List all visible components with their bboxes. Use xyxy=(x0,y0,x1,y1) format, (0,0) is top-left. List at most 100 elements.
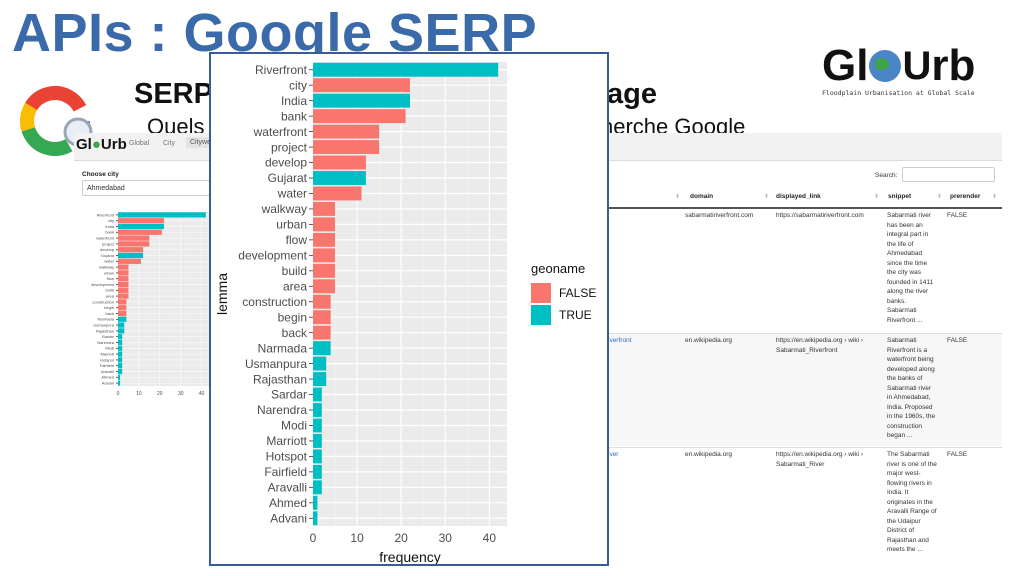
choose-city-label: Choose city xyxy=(82,171,119,178)
x-tick-label: 40 xyxy=(483,531,497,545)
y-tick-label: Usmanpura xyxy=(93,323,114,328)
y-tick-label: flow xyxy=(107,276,114,281)
column-domain[interactable]: domain xyxy=(690,193,714,200)
tab-cityweb[interactable]: Citywe xyxy=(186,137,216,148)
app-logo-right: rb xyxy=(111,136,127,153)
cell-link[interactable]: iverfront xyxy=(608,337,632,344)
bar-waterfront xyxy=(118,235,150,241)
bar-india xyxy=(313,93,410,108)
y-tick-label: back xyxy=(282,326,308,340)
y-tick-label: Rajasthan xyxy=(96,328,114,333)
bar-riverfront xyxy=(313,62,499,77)
mini-bar-chart: 0 10 20 30 40 RiverfrontcityIndiabankwaterfro… xyxy=(91,212,210,397)
bar-area xyxy=(118,293,129,299)
y-tick-label: construction xyxy=(242,295,307,309)
bar-gujarat xyxy=(118,252,144,259)
sort-icon[interactable]: ⬍ xyxy=(675,194,681,200)
y-tick-label: construction xyxy=(92,299,114,304)
cell-link[interactable]: iver xyxy=(608,451,619,458)
sort-icon[interactable]: ⬍ xyxy=(937,194,943,200)
glourb-logo: Gl U rb Floodplain Urbanisation at Globa… xyxy=(822,44,992,98)
y-tick-label: project xyxy=(102,241,115,246)
x-tick-label: 30 xyxy=(439,531,453,545)
legend-title: geoname xyxy=(531,261,585,276)
bar-narmada xyxy=(118,316,127,322)
bar-rajasthan xyxy=(313,372,327,387)
y-tick-label: begin xyxy=(104,305,114,310)
column-prerender[interactable]: prerender xyxy=(950,193,981,200)
bar-urban xyxy=(118,270,129,276)
sort-icon[interactable]: ⬍ xyxy=(874,194,880,200)
bar-sardar xyxy=(313,387,322,402)
bar-construction xyxy=(313,294,331,309)
column-snippet[interactable]: snippet xyxy=(888,193,912,200)
google-logo-icon xyxy=(20,86,93,156)
bar-develop xyxy=(313,155,366,170)
subtitle-right: age xyxy=(607,78,657,110)
bar-back xyxy=(118,310,127,317)
table-row: sabarmatiriverfront.com https://sabarmat… xyxy=(604,209,1002,331)
y-tick-label: development xyxy=(91,282,115,287)
y-tick-label: water xyxy=(104,259,114,264)
y-tick-label: flow xyxy=(286,233,308,247)
table-row: iver en.wikipedia.org https://en.wikiped… xyxy=(604,447,1002,560)
y-tick-label: walkway xyxy=(261,202,307,216)
y-tick-label: Modi xyxy=(281,419,307,433)
bar-bank xyxy=(118,229,162,235)
x-tick-label: 20 xyxy=(157,391,163,397)
sort-icon[interactable]: ⬍ xyxy=(764,194,770,200)
bar-advani xyxy=(118,380,121,386)
search-input[interactable] xyxy=(902,167,995,182)
y-tick-label: Hotspot xyxy=(266,450,308,464)
legend-swatch-true xyxy=(531,305,551,325)
y-tick-label: begin xyxy=(278,310,307,324)
table-row: iverfront en.wikipedia.org https://en.wi… xyxy=(604,333,1002,446)
search-label: Search: xyxy=(875,172,898,179)
y-tick-label: area xyxy=(283,279,307,293)
bar-bank xyxy=(313,109,406,124)
sort-icon[interactable]: ⬍ xyxy=(992,194,998,200)
bar-marriott xyxy=(118,351,123,357)
legend-label-false: FALSE xyxy=(559,286,596,300)
y-tick-label: Marriott xyxy=(100,352,114,357)
y-tick-label: Marriott xyxy=(266,434,307,448)
x-axis-label: frequency xyxy=(379,549,440,564)
y-tick-label: Gujarat xyxy=(268,171,308,185)
tab-global[interactable]: Global xyxy=(129,140,150,147)
cell-domain: sabarmatiriverfront.com xyxy=(685,212,754,219)
bar-aravalli xyxy=(313,480,322,495)
y-tick-label: city xyxy=(289,78,307,92)
y-tick-label: Ahmed xyxy=(101,375,114,380)
globe-icon: ● xyxy=(91,136,101,153)
tab-city[interactable]: City xyxy=(163,140,176,147)
bar-waterfront xyxy=(313,124,380,139)
bar-sardar xyxy=(118,334,123,340)
table-header: ⬍ domain ⬍ displayed_link ⬍ snippet ⬍ pr… xyxy=(604,189,1002,209)
y-tick-label: Sardar xyxy=(102,334,115,339)
plot-background xyxy=(313,62,507,526)
y-tick-label: Aravalli xyxy=(101,369,114,374)
bar-city xyxy=(118,218,164,224)
bar-hotspot xyxy=(118,357,123,363)
y-tick-label: Narendra xyxy=(97,340,114,345)
bar-advani xyxy=(313,511,318,526)
bar-fairfield xyxy=(313,464,322,479)
bar-fairfield xyxy=(118,363,123,369)
y-tick-label: Advani xyxy=(270,511,307,525)
x-tick-label: 0 xyxy=(310,531,317,545)
cell-snippet: Sabarmati Riverfront is a waterfront bei… xyxy=(887,337,936,439)
x-tick-label: 20 xyxy=(395,531,409,545)
cell-snippet: Sabarmati river has been an integral par… xyxy=(887,212,934,324)
app-logo-left: Gl xyxy=(76,136,92,153)
bar-development xyxy=(313,248,336,263)
bar-project xyxy=(313,140,380,155)
bar-begin xyxy=(313,310,331,325)
bar-usmanpura xyxy=(118,322,125,328)
y-tick-label: Aravalli xyxy=(268,481,307,495)
subtitle-left: SERP xyxy=(134,78,213,110)
city-select[interactable]: Ahmedabad xyxy=(82,180,210,196)
x-tick-label: 10 xyxy=(136,391,142,397)
y-tick-label: Sardar xyxy=(271,388,307,402)
column-displayed-link[interactable]: displayed_link xyxy=(776,193,821,200)
